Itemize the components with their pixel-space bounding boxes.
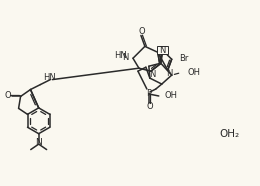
Text: N: N [35, 138, 42, 147]
Text: HN: HN [43, 73, 56, 82]
Text: O: O [139, 27, 145, 36]
Text: O: O [146, 102, 153, 111]
Text: Br: Br [179, 54, 188, 63]
Text: P: P [146, 89, 151, 99]
Text: N: N [160, 46, 166, 55]
Text: HN: HN [114, 51, 127, 60]
FancyBboxPatch shape [157, 46, 168, 54]
Text: O: O [5, 92, 11, 100]
Text: OH: OH [165, 92, 178, 100]
Text: N: N [122, 53, 128, 62]
Text: N: N [166, 69, 173, 78]
Text: OH₂: OH₂ [219, 129, 239, 139]
Text: OH: OH [187, 68, 200, 77]
Text: N: N [149, 70, 155, 79]
